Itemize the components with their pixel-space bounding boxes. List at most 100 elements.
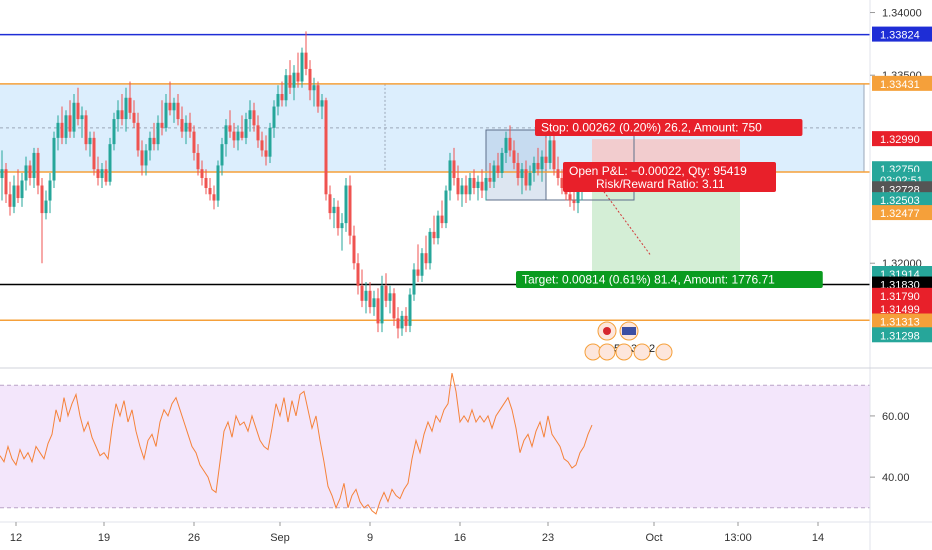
candle-body[interactable] — [192, 131, 196, 153]
candle-body[interactable] — [368, 290, 372, 308]
candle-body[interactable] — [252, 110, 256, 126]
candle-body[interactable] — [108, 144, 112, 182]
candle-body[interactable] — [8, 194, 12, 207]
candle-body[interactable] — [240, 131, 244, 138]
candle-body[interactable] — [264, 150, 268, 157]
candle-body[interactable] — [80, 115, 84, 120]
candle-body[interactable] — [312, 85, 316, 91]
event-marker-icon[interactable] — [655, 343, 673, 361]
candle-body[interactable] — [440, 215, 444, 224]
candle-body[interactable] — [44, 200, 48, 214]
rsi-line[interactable] — [0, 372, 593, 515]
candle-body[interactable] — [208, 188, 212, 195]
candle-body[interactable] — [60, 122, 64, 138]
pl-box-bg[interactable] — [563, 162, 776, 192]
candle-body[interactable] — [156, 122, 160, 145]
candle-body[interactable] — [384, 285, 388, 301]
candle-body[interactable] — [276, 94, 280, 107]
candle-body[interactable] — [40, 185, 44, 214]
candle-body[interactable] — [408, 294, 412, 326]
candle-body[interactable] — [412, 269, 416, 295]
candle-body[interactable] — [308, 68, 312, 91]
candle-body[interactable] — [200, 169, 204, 178]
candle-body[interactable] — [372, 298, 376, 308]
candle-body[interactable] — [320, 100, 324, 107]
candle-body[interactable] — [328, 194, 332, 214]
candle-body[interactable] — [568, 194, 572, 201]
candle-body[interactable] — [280, 94, 284, 101]
event-marker-icon[interactable] — [633, 343, 651, 361]
candle-body[interactable] — [216, 165, 220, 201]
candle-body[interactable] — [496, 165, 500, 173]
candle-body[interactable] — [400, 315, 404, 329]
candle-body[interactable] — [448, 160, 452, 191]
candle-body[interactable] — [548, 140, 552, 163]
candle-body[interactable] — [376, 298, 380, 324]
candle-body[interactable] — [64, 115, 68, 138]
candle-body[interactable] — [336, 206, 340, 229]
candle-body[interactable] — [4, 169, 8, 195]
candle-body[interactable] — [116, 110, 120, 120]
candle-body[interactable] — [164, 102, 168, 128]
candle-body[interactable] — [528, 172, 532, 186]
candle-body[interactable] — [124, 97, 128, 120]
candle-body[interactable] — [56, 122, 60, 138]
candle-body[interactable] — [388, 293, 392, 301]
candle-body[interactable] — [244, 119, 248, 138]
candle-body[interactable] — [92, 137, 96, 170]
candle-body[interactable] — [196, 152, 200, 170]
candle-body[interactable] — [300, 52, 304, 82]
candle-body[interactable] — [172, 102, 176, 111]
candle-body[interactable] — [292, 72, 296, 88]
candle-body[interactable] — [96, 169, 100, 178]
candle-body[interactable] — [560, 177, 564, 189]
candle-body[interactable] — [348, 185, 352, 236]
candle-body[interactable] — [404, 315, 408, 326]
stop-label-bg[interactable] — [535, 119, 803, 136]
candle-body[interactable] — [232, 131, 236, 141]
candle-body[interactable] — [132, 112, 136, 123]
candle-body[interactable] — [224, 125, 228, 145]
candle-body[interactable] — [136, 122, 140, 151]
candle-body[interactable] — [144, 150, 148, 166]
candle-body[interactable] — [316, 85, 320, 107]
candle-body[interactable] — [28, 165, 32, 178]
candle-body[interactable] — [556, 169, 560, 178]
candle-body[interactable] — [476, 181, 480, 189]
candle-body[interactable] — [84, 115, 88, 145]
candle-body[interactable] — [484, 177, 488, 191]
candle-body[interactable] — [284, 75, 288, 101]
candle-body[interactable] — [392, 293, 396, 319]
candle-body[interactable] — [288, 75, 292, 88]
candle-body[interactable] — [364, 290, 368, 301]
candle-body[interactable] — [520, 169, 524, 178]
candle-body[interactable] — [444, 190, 448, 224]
candle-body[interactable] — [572, 200, 576, 204]
candle-body[interactable] — [128, 97, 132, 113]
candle-body[interactable] — [296, 72, 300, 82]
candle-body[interactable] — [460, 185, 464, 195]
candle-body[interactable] — [236, 131, 240, 141]
candle-body[interactable] — [152, 137, 156, 145]
candle-body[interactable] — [396, 318, 400, 329]
selection-box-1[interactable] — [485, 129, 547, 201]
rsi-pane[interactable] — [0, 372, 870, 515]
candle-body[interactable] — [52, 137, 56, 181]
target-label-bg[interactable] — [516, 271, 823, 288]
candle-body[interactable] — [452, 160, 456, 178]
candle-body[interactable] — [184, 122, 188, 132]
candle-body[interactable] — [472, 177, 476, 189]
candle-body[interactable] — [540, 156, 544, 170]
candle-body[interactable] — [32, 152, 36, 178]
candle-body[interactable] — [500, 152, 504, 173]
candle-body[interactable] — [228, 125, 232, 132]
candle-body[interactable] — [464, 185, 468, 195]
candle-body[interactable] — [436, 215, 440, 239]
candle-body[interactable] — [120, 110, 124, 120]
candle-body[interactable] — [140, 150, 144, 166]
candle-body[interactable] — [180, 119, 184, 132]
candle-body[interactable] — [20, 180, 24, 199]
candle-body[interactable] — [344, 185, 348, 224]
candle-body[interactable] — [352, 235, 356, 264]
